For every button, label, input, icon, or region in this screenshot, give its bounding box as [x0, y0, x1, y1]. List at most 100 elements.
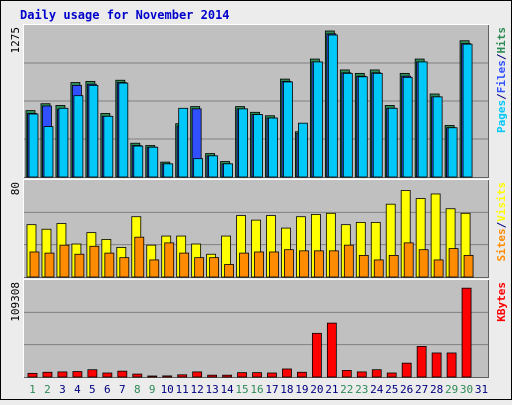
kbytes-bar [461, 287, 472, 378]
kbytes-bar [177, 374, 188, 378]
pages-bar [298, 122, 308, 178]
sites-bar [358, 254, 369, 278]
x-tick-label: 6 [104, 383, 111, 396]
kbytes-bar [207, 374, 218, 378]
pages-bar [342, 72, 353, 178]
x-tick-label: 18 [280, 383, 293, 396]
visits-sites-legend: Sites/Visits [495, 182, 508, 262]
x-tick-label: 4 [74, 383, 81, 396]
x-axis-day-labels: 1 2 3 4 5 6 7 8 9 10 11 12 13 14 15 16 17 18 19 20 21 22 23 24 2… [29, 383, 488, 396]
sites-bar [29, 251, 40, 278]
sites-bar [254, 251, 264, 278]
x-tick-label: 15 [235, 383, 248, 396]
pages-bar [58, 107, 69, 178]
pages-bar [118, 82, 129, 178]
pages-bar [163, 163, 174, 178]
sites-bar [328, 250, 339, 278]
y-max-label: 109308 [9, 282, 22, 322]
pages-bar [238, 108, 248, 178]
kbytes-legend: KBytes [495, 282, 508, 322]
x-tick-label: 24 [370, 383, 384, 396]
kbytes-bar [282, 368, 292, 378]
sites-bar [388, 254, 399, 278]
visits-sites-panel: 80 Sites/Visits [9, 179, 508, 278]
kbytes-bar [102, 372, 113, 378]
kbytes-bar [311, 332, 322, 378]
sites-bar [89, 245, 100, 278]
x-tick-label: 26 [400, 383, 413, 396]
pages-bar [357, 76, 368, 178]
kbytes-bar [237, 372, 247, 378]
sites-bar [448, 248, 459, 278]
pages-bar [73, 95, 84, 178]
pages-bar [223, 163, 233, 178]
x-tick-label: 8 [134, 383, 141, 396]
sites-bar [463, 254, 474, 278]
x-tick-label: 21 [325, 383, 338, 396]
y-max-label: 1275 [9, 27, 22, 54]
kbytes-bar [162, 375, 173, 378]
kbytes-bar [401, 362, 412, 378]
kbytes-bar [371, 369, 382, 378]
kbytes-bar [132, 373, 143, 378]
x-tick-label: 9 [149, 383, 156, 396]
chart-title: Daily usage for November 2014 [20, 8, 230, 22]
kbytes-bar [356, 371, 367, 378]
legend-entry: / [495, 53, 508, 60]
pages-bar [178, 107, 189, 178]
sites-bar [433, 259, 444, 278]
x-tick-label: 10 [161, 383, 174, 396]
x-tick-label: 30 [460, 383, 473, 396]
x-tick-label: 3 [59, 383, 66, 396]
x-tick-label: 5 [89, 383, 96, 396]
x-tick-label: 27 [415, 383, 428, 396]
pages-bar [268, 117, 278, 178]
x-tick-label: 25 [385, 383, 398, 396]
x-tick-label: 28 [430, 383, 443, 396]
sites-bar [373, 259, 384, 278]
x-tick-label: 17 [265, 383, 278, 396]
kbytes-bar [431, 352, 442, 378]
legend-entry: Visits [495, 182, 508, 222]
kbytes-bar [72, 371, 83, 378]
legend-entry: / [495, 221, 508, 228]
sites-bar [299, 250, 309, 278]
legend-entry: Sites [495, 228, 508, 261]
pages-bar [387, 107, 398, 178]
x-tick-label: 7 [119, 383, 126, 396]
kbytes-bar [341, 370, 352, 378]
pages-bar [417, 61, 428, 178]
kbytes-bar [252, 372, 262, 378]
sites-bar [74, 253, 85, 278]
kbytes-bar [117, 370, 128, 378]
sites-bar [224, 264, 234, 278]
pages-bar [432, 96, 443, 178]
kbytes-bar [42, 371, 53, 378]
pages-bar [208, 155, 219, 178]
kbytes-bar [416, 346, 427, 378]
kbytes-bar [192, 371, 203, 378]
kbytes-bar [57, 371, 68, 378]
x-tick-label: 11 [176, 383, 189, 396]
sites-bar [418, 249, 429, 278]
sites-bar [104, 252, 115, 278]
x-tick-label: 13 [205, 383, 218, 396]
sites-bar [403, 242, 414, 278]
x-tick-label: 2 [44, 383, 51, 396]
sites-bar [269, 251, 279, 278]
sites-bar [179, 252, 190, 278]
kbytes-bar [147, 375, 158, 378]
sites-bar [134, 236, 145, 278]
pages-bar [372, 72, 383, 178]
pages-bar [88, 84, 99, 178]
kbytes-bar [446, 352, 457, 378]
sites-bar [44, 252, 55, 278]
sites-bar [149, 259, 160, 278]
sites-bar [284, 249, 294, 278]
pages-bar [283, 81, 293, 178]
pages-bar [312, 61, 323, 178]
legend-entry: KBytes [495, 282, 508, 322]
